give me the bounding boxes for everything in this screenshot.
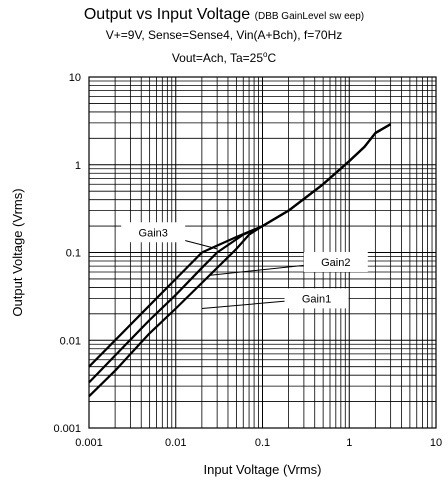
subtitle-2-text: Vout=Ach, Ta=25 — [171, 51, 264, 65]
plot-frame — [88, 76, 437, 429]
y-tick-label: 1 — [75, 160, 81, 172]
x-tick-label: 10 — [430, 437, 442, 449]
x-tick-label: 0.1 — [255, 437, 270, 449]
y-tick-label: 10 — [69, 72, 81, 84]
annotation-box — [121, 222, 186, 243]
y-tick-label: 0.001 — [53, 423, 81, 435]
annotation-label: Gain1 — [302, 293, 331, 305]
subtitle-2-degree: o — [263, 50, 268, 59]
series-line-gain1 — [88, 123, 392, 398]
y-tick-label: 0.01 — [60, 335, 81, 347]
x-axis-label: Input Voltage (Vrms) — [203, 462, 321, 477]
subtitle-2-unit: C — [267, 51, 277, 65]
chart-title: Output vs Input Voltage (DBB GainLevel s… — [0, 6, 448, 24]
chart-title-suffix: (DBB GainLevel sw eep) — [254, 11, 365, 22]
annotation-box — [284, 288, 349, 309]
annotation-box — [303, 251, 368, 272]
chart-subtitle-2: Vout=Ach, Ta=25oC — [0, 50, 448, 65]
x-tick-label: 0.01 — [165, 437, 186, 449]
y-tick-label: 0.1 — [66, 248, 81, 260]
y-axis-label: Output Voltage (Vrms) — [10, 188, 25, 316]
x-tick-label: 1 — [346, 437, 352, 449]
x-tick-label: 0.001 — [75, 437, 103, 449]
annotation-label: Gain3 — [139, 227, 168, 239]
chart-title-main: Output vs Input Voltage — [83, 6, 251, 23]
annotation-label: Gain2 — [321, 257, 350, 269]
chart-subtitle-1: V+=9V, Sense=Sense4, Vin(A+Bch), f=70Hz — [105, 28, 343, 42]
